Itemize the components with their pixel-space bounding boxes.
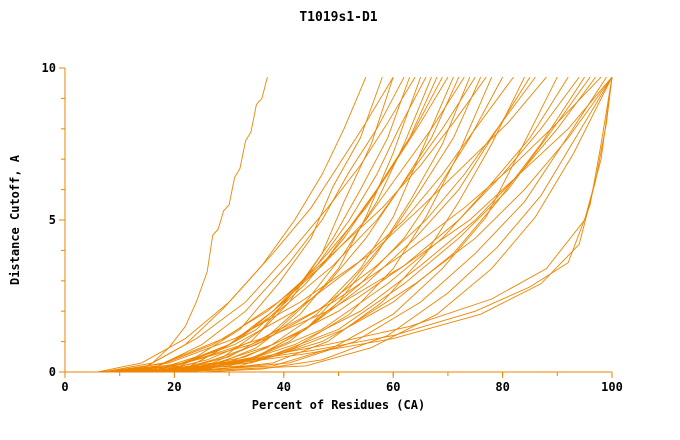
curve	[130, 77, 613, 373]
curve	[201, 76, 613, 373]
curve	[125, 76, 531, 373]
x-axis-label: Percent of Residues (CA)	[251, 398, 426, 412]
x-tick-label: 0	[61, 380, 68, 394]
x-tick-label: 60	[386, 380, 400, 394]
x-tick-label: 20	[167, 380, 181, 394]
curve	[97, 76, 394, 373]
curve	[163, 76, 525, 373]
curve	[114, 76, 514, 373]
curve	[103, 76, 547, 373]
curve	[97, 76, 613, 373]
curve	[103, 76, 465, 373]
x-tick-label: 100	[601, 380, 623, 394]
curve	[130, 76, 394, 373]
curve	[119, 76, 476, 373]
curve	[114, 76, 602, 373]
curve	[141, 76, 580, 373]
curve	[163, 76, 596, 373]
curve	[119, 76, 569, 373]
curve	[136, 76, 536, 373]
curve	[125, 76, 613, 373]
curve	[152, 76, 558, 373]
curve	[108, 76, 487, 373]
x-tick-label: 80	[495, 380, 509, 394]
curve	[114, 76, 405, 373]
y-axis-label: Distance Cutoff, A	[8, 154, 22, 286]
curve	[108, 76, 438, 373]
y-tick-label: 5	[49, 213, 56, 227]
chart-title: T1019s1-D1	[299, 10, 378, 25]
curve	[103, 76, 416, 373]
curve	[163, 77, 613, 373]
y-tick-label: 0	[49, 365, 56, 379]
curve	[135, 76, 268, 373]
y-tick-label: 10	[42, 61, 56, 75]
x-tick-label: 40	[277, 380, 291, 394]
curve	[119, 76, 432, 373]
curve	[147, 76, 607, 373]
curve	[174, 76, 613, 373]
curve	[130, 76, 591, 373]
curve	[125, 76, 422, 373]
curve	[147, 77, 613, 373]
